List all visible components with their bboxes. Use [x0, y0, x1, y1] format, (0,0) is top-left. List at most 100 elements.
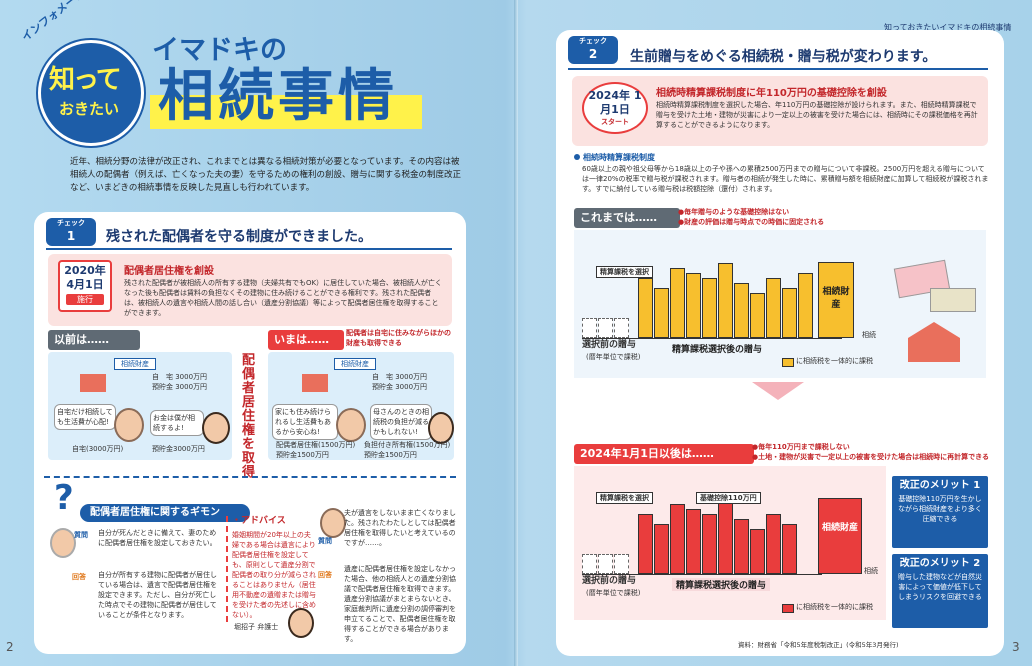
chart2-estate-bar: [818, 498, 862, 574]
sys-title: 相続時精算課税制度: [574, 152, 655, 163]
q1-text: 自分が死んだときに備えて、妻のために配偶者居住権を設定しておきたい。: [98, 529, 217, 547]
before-estate-label: 相続財産: [114, 358, 156, 370]
check1-card: チェック 1 残された配偶者を守る制度ができました。 2020年 4月1日 施行…: [34, 212, 466, 654]
date-text-left: 2020年 4月1日: [64, 264, 106, 291]
chart2-legend: に相続税を一体的に課税: [796, 603, 873, 611]
date-box-right: 2024年 1月1日 スタート: [582, 82, 648, 134]
check2-label: チェック: [579, 37, 607, 45]
question-mark-icon: ?: [54, 478, 74, 518]
chart2-bars-bar: [654, 524, 669, 574]
before-wife-asset: 自宅(3000万円): [72, 445, 124, 453]
chart2-bars-bar: [766, 514, 781, 574]
page-fold: [514, 0, 518, 666]
chart1-bars-bar: [670, 268, 685, 338]
now-home: 自 宅 3000万円: [372, 373, 428, 381]
chart1-bars-bar: [782, 288, 797, 338]
badge-circle: 知って おきたい: [38, 40, 144, 146]
chart1-bars-bar: [614, 318, 629, 338]
chart2-tag1: 精算課税を選択: [596, 492, 653, 504]
now-child-bubble: 母さんのときの相続税の負担が減るかもしれない!: [370, 404, 432, 440]
q2-text: 夫が遺言をしないまま亡くなりました。残されたわたしとしては配偶者居住権を取得した…: [344, 509, 456, 547]
chart1-axis: 相続: [862, 331, 876, 339]
now-child-avatar: [428, 412, 454, 444]
chart1-bars-bar: [734, 283, 749, 338]
lawyer-avatar: [288, 608, 314, 638]
sub-text-left: 残された配偶者が被相続人の所有する建物（夫婦共有でもOK）に居住していた場合、被…: [124, 279, 442, 317]
after-note1: ●毎年110万円まで課税しない: [752, 443, 850, 451]
down-arrow-icon: [752, 382, 804, 400]
after-label: 2024年1月1日以後は……: [574, 444, 754, 464]
chart1-x2: 精算課税選択後の贈与: [672, 345, 763, 355]
now-wife-avatar: [336, 408, 366, 442]
chart1-bars-bar: [654, 288, 669, 338]
now-wife-bubble: 家にも住み続けられるし生活費もあるから安心ね!: [272, 404, 338, 440]
badge-line2: おきたい: [59, 100, 120, 118]
title-underline: [150, 95, 422, 129]
source-note: 資料：財務省「令和5年度税制改正」(令和5年3月発行): [738, 641, 899, 649]
chart1-bars-bar: [638, 278, 653, 338]
sys-text: 60歳以上の親や祖父母等から18歳以上の子や孫への累積2500万円までの贈与につ…: [582, 165, 989, 193]
merit1-text: 基礎控除110万円を生かしながら相続財産をより多く圧縮できる: [898, 495, 982, 523]
merit2-title: 改正のメリット 2: [899, 558, 981, 569]
before-savings: 預貯金 3000万円: [152, 383, 208, 391]
qa-divider: [44, 476, 456, 478]
page-number-left: 2: [6, 640, 14, 654]
date-text-right: 2024年 1月1日: [588, 89, 642, 116]
a2-label: 回答: [318, 571, 332, 579]
chart1-tag: 精算課税を選択: [596, 266, 653, 278]
chart2-bars-bar: [638, 514, 653, 574]
chart2-bars-bar: [734, 519, 749, 574]
before-note1-right: ●毎年贈与のような基礎控除はない: [678, 208, 790, 216]
check2-subbox: 2024年 1月1日 スタート 相続時精算課税制度に年110万円の基礎控除を創設…: [572, 76, 988, 146]
chart2-bars-bar: [686, 509, 701, 574]
chart1-bars-bar: [702, 278, 717, 338]
chart1-bars-bar: [718, 263, 733, 338]
now-estate-label: 相続財産: [334, 358, 376, 370]
chart2-bars-bar: [598, 554, 613, 574]
sys-bullet-icon: [574, 154, 580, 160]
merit1-box: 改正のメリット 1 基礎控除110万円を生かしながら相続財産をより多く圧縮できる: [892, 476, 988, 548]
chart2-bars-bar: [782, 524, 797, 574]
chart2-bars-bar: [718, 499, 733, 574]
vertical-title: 配偶者居住権を取得: [242, 353, 256, 480]
now-note-left: 配偶者は自宅に住みながらほかの財産も取得できる: [346, 329, 451, 347]
chart2-estate-label: 相続財産: [821, 523, 858, 533]
chart1-bars-bar: [798, 273, 813, 338]
check2-num: 2: [588, 47, 598, 61]
check1-label: チェック: [57, 219, 85, 227]
merit2-box: 改正のメリット 2 贈与した建物などが自然災害によって価値が低下してしまうリスク…: [892, 554, 988, 628]
chart1-estate-bar: [818, 262, 854, 338]
intro-text: 近年、相続分野の法律が改正され、これまでとは異なる相続対策が必要となっています。…: [70, 157, 462, 193]
chart2-x1: 選択前の贈与: [582, 576, 637, 586]
money-icon: [930, 288, 976, 312]
check2-card: チェック 2 生前贈与をめぐる相続税・贈与税が変わります。 2024年 1月1日…: [556, 30, 1004, 656]
merit2-text: 贈与した建物などが自然災害によって価値が低下してしまうリスクを回避できる: [898, 573, 982, 601]
chart2-plot: [582, 488, 822, 575]
chart1-x1: 選択前の贈与: [582, 340, 637, 350]
badge-line1: 知って: [49, 65, 122, 95]
before-note2-right: ●財産の評価は贈与時点での時価に固定される: [678, 218, 825, 226]
qa-title: 配偶者居住権に関するギモン: [80, 504, 250, 522]
lawyer-name: 堀招子 弁護士: [234, 623, 279, 631]
chart1-plot: [582, 252, 842, 339]
q1-label: 質問: [74, 531, 88, 539]
before-wife-bubble: 自宅だけ相続しても生活費が心配!: [54, 404, 116, 430]
chart2-bars-bar: [614, 554, 629, 574]
chart1-bars-bar: [686, 273, 701, 338]
before-label-right: これまでは……: [574, 208, 680, 228]
q2-avatar: [320, 508, 346, 538]
sys-title-text: 相続時精算課税制度: [583, 153, 655, 162]
date-tag-right: スタート: [601, 118, 629, 126]
chart1-bars-bar: [598, 318, 613, 338]
after-note2: ●土地・建物が災害で一定以上の被害を受けた場合は相続時に再計算できる: [752, 453, 989, 461]
chart1-bars-bar: [582, 318, 597, 338]
q1-avatar: [50, 528, 76, 558]
before-house-icon: [80, 374, 106, 392]
date-box-left: 2020年 4月1日 施行: [58, 260, 112, 312]
a2-text: 遺産に配偶者居住権を設定しなかった場合、他の相続人との遺産分割協議で配偶者居住権…: [344, 565, 456, 643]
advice-label: ・アドバイス: [232, 516, 286, 526]
before-child-asset: 預貯金3000万円: [152, 445, 205, 453]
chart2-bars-bar: [582, 554, 597, 574]
check1-subbox: 2020年 4月1日 施行 配偶者居住権を創設 残された配偶者が被相続人の所有す…: [48, 254, 452, 326]
before-child-bubble: お金は僕が相続するよ!: [150, 410, 204, 436]
